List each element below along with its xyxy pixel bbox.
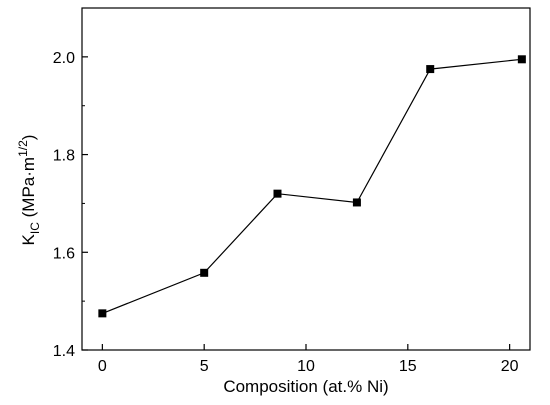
- data-point: [426, 65, 435, 74]
- y-tick-label: 2.0: [53, 50, 75, 67]
- series-layer: [98, 55, 526, 318]
- y-axis-title-unit: (MPa·m: [19, 157, 38, 222]
- x-tick-label: 5: [200, 358, 209, 375]
- y-axis-title-close: ): [19, 135, 38, 141]
- data-point: [98, 309, 107, 318]
- y-tick-label: 1.4: [53, 343, 75, 360]
- data-point: [517, 55, 526, 64]
- x-tick-label: 10: [297, 358, 315, 375]
- x-tick-label: 20: [501, 358, 519, 375]
- y-axis-title-superscript: 1/2: [16, 140, 30, 157]
- y-axis-title-main: K: [19, 233, 38, 245]
- y-axis-title: KIC (MPa·m1/2): [16, 135, 42, 246]
- y-tick-label: 1.8: [53, 148, 75, 165]
- x-tick-label: 0: [98, 358, 107, 375]
- x-axis-title: Composition (at.% Ni): [223, 377, 388, 396]
- series-line: [102, 58, 522, 314]
- x-axis-ticks: 0 5 10 15 20: [98, 344, 519, 375]
- data-point: [352, 198, 361, 207]
- y-axis-ticks: 1.4 1.6 1.8 2.0: [53, 50, 88, 360]
- data-point: [273, 189, 282, 198]
- plot-frame: [81, 7, 531, 351]
- data-point: [200, 268, 209, 277]
- y-tick-label: 1.6: [53, 245, 75, 262]
- x-tick-label: 15: [399, 358, 417, 375]
- y-axis-title-subscript: IC: [28, 222, 42, 234]
